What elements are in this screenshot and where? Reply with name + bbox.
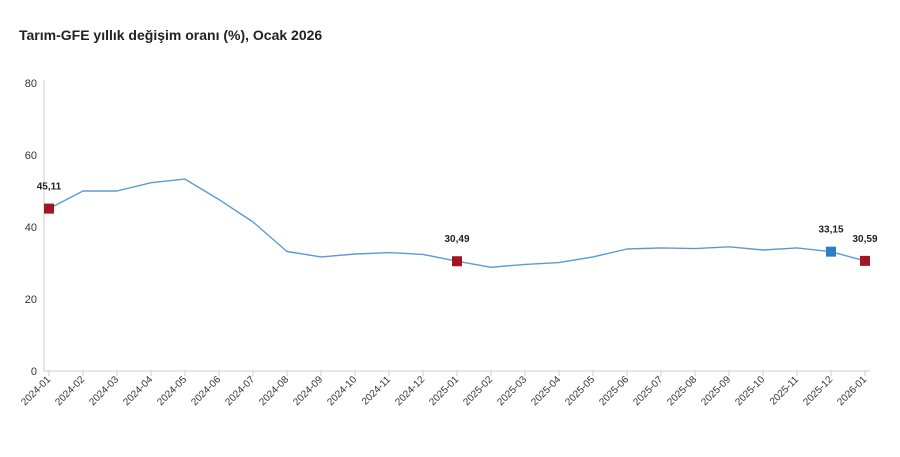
x-tick-label: 2025-08 [665,374,699,408]
highlight-marker [452,256,462,267]
data-label: 30,59 [852,234,877,245]
x-tick-label: 2025-04 [529,374,563,408]
highlight-marker [860,255,870,266]
data-label: 33,15 [818,225,843,236]
y-axis-ticks: 0 20 40 60 80 [25,78,37,378]
x-tick-label: 2024-03 [87,374,121,408]
x-tick-label: 2024-07 [223,374,257,408]
highlight-marker [826,246,836,257]
x-tick-label: 2025-09 [699,374,733,408]
x-tick-label: 2024-08 [257,374,291,408]
x-axis-ticks: 2024-01 2024-02 2024-03 2024-04 2024-05 2024-… [19,371,869,408]
y-tick-label: 60 [25,150,37,162]
highlight-markers [44,203,870,267]
data-label: 30,49 [444,234,469,245]
x-tick-label: 2026-01 [835,374,869,408]
x-tick-label: 2025-07 [631,374,665,408]
x-tick-label: 2025-01 [427,374,461,408]
x-tick-label: 2024-06 [189,374,223,408]
data-labels: 45,11 30,49 33,15 30,59 [37,182,878,246]
series-layer [48,178,866,268]
x-tick-label: 2025-05 [563,374,597,408]
axes [43,80,870,372]
x-tick-label: 2024-11 [360,374,394,408]
y-tick-label: 20 [25,294,37,306]
x-tick-label: 2025-11 [768,374,802,408]
highlight-marker [44,203,54,214]
y-tick-label: 0 [31,366,37,378]
x-tick-label: 2025-12 [801,374,835,408]
x-tick-label: 2025-02 [461,374,495,408]
x-tick-label: 2025-06 [597,374,631,408]
x-tick-label: 2024-04 [121,374,155,408]
x-tick-label: 2024-09 [291,374,325,408]
series-line [48,178,866,268]
y-tick-label: 40 [25,222,37,234]
x-tick-label: 2024-10 [325,374,359,408]
x-tick-label: 2025-10 [733,374,767,408]
x-tick-label: 2024-12 [393,374,427,408]
x-tick-label: 2024-01 [19,374,53,408]
y-tick-label: 80 [25,78,37,90]
x-tick-label: 2024-05 [155,374,189,408]
x-tick-label: 2025-03 [495,374,529,408]
x-tick-label: 2024-02 [53,374,87,408]
data-label: 45,11 [37,182,62,193]
chart-title: Tarım-GFE yıllık değişim oranı (%), Ocak… [19,27,323,43]
